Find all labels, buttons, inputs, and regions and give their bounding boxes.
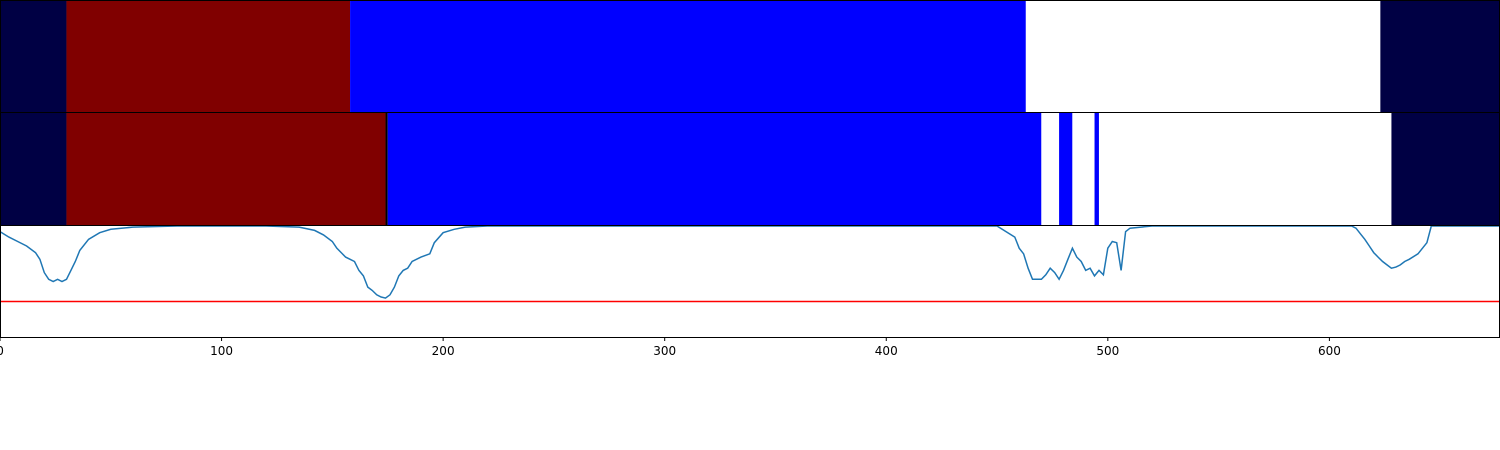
band-segment xyxy=(1380,1,1500,112)
x-axis: 0 100 200 300 400 500 600 xyxy=(0,337,1341,358)
x-tick-label: 200 xyxy=(432,344,455,358)
band-segment xyxy=(387,113,1042,225)
x-tick-label: 400 xyxy=(875,344,898,358)
top-band-panel xyxy=(0,0,1500,113)
band-segment xyxy=(66,113,386,225)
band-segment xyxy=(350,1,1026,112)
band-segment xyxy=(0,113,67,225)
series-line xyxy=(0,226,1500,299)
panel-frame xyxy=(0,225,1500,338)
bottom-line-panel xyxy=(0,225,1500,338)
band-segment xyxy=(1025,1,1381,112)
band-segment xyxy=(385,113,388,225)
x-tick-label: 100 xyxy=(210,344,233,358)
band-segment xyxy=(1072,113,1095,225)
middle-band-panel xyxy=(0,112,1500,226)
x-tick-label: 600 xyxy=(1318,344,1341,358)
band-segment xyxy=(1094,113,1099,225)
band-segment xyxy=(1059,113,1073,225)
band-segment xyxy=(66,1,351,112)
x-tick-label: 0 xyxy=(0,344,4,358)
band-segment xyxy=(0,1,67,112)
x-tick-label: 500 xyxy=(1096,344,1119,358)
x-tick-label: 300 xyxy=(653,344,676,358)
band-segment xyxy=(1098,113,1392,225)
band-segment xyxy=(1041,113,1060,225)
band-segment xyxy=(1391,113,1500,225)
